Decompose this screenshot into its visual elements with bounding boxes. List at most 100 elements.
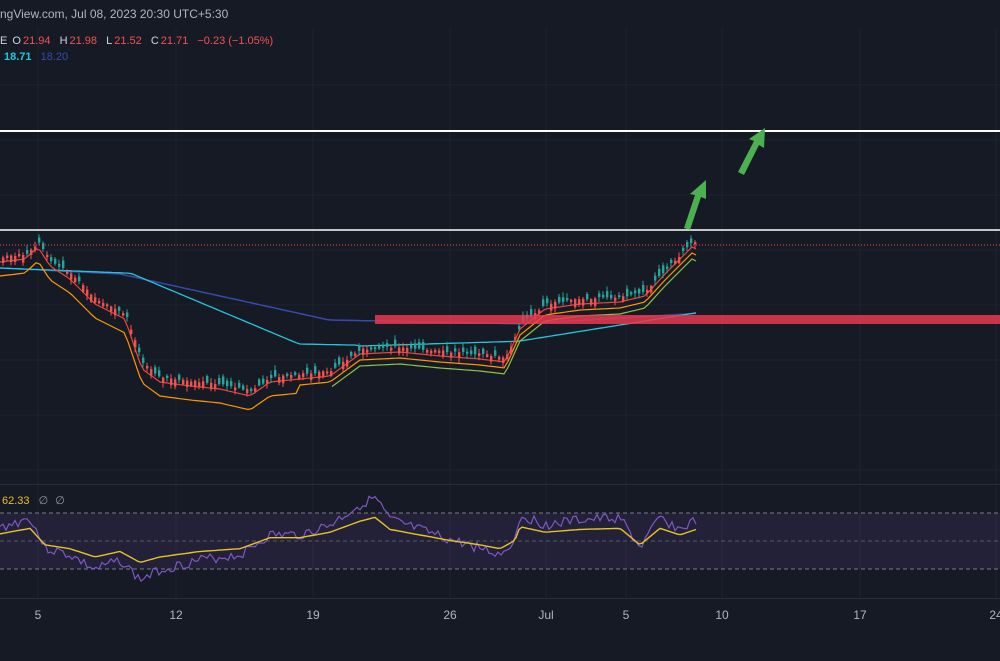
candle-body <box>414 343 417 349</box>
candle-body <box>46 254 49 258</box>
candle-body <box>206 376 209 383</box>
candle-body <box>490 356 493 362</box>
candle-body <box>586 294 589 300</box>
candle-body <box>234 387 237 391</box>
candle-body <box>390 347 393 351</box>
candle-body <box>322 371 325 376</box>
x-tick: 17 <box>853 608 867 622</box>
candle-body <box>134 340 137 348</box>
candle-body <box>462 347 465 352</box>
candle-body <box>514 337 517 340</box>
candle-body <box>246 389 249 394</box>
candle-body <box>58 263 61 267</box>
candle-body <box>30 249 33 255</box>
candle-body <box>558 296 561 303</box>
ohlc-legend: E O 21.94 H 21.98 L 21.52 C 21.71 −0.23 (−1.… <box>0 35 279 47</box>
candle-body <box>670 259 673 263</box>
candle-body <box>618 295 621 298</box>
candle-body <box>574 299 577 307</box>
candle-body <box>622 296 625 302</box>
candle-body <box>422 342 425 350</box>
candle-body <box>366 349 369 353</box>
candle-body <box>362 348 365 355</box>
candle-body <box>274 370 277 377</box>
candle-body <box>518 326 521 329</box>
close-value: 21.71 <box>160 35 189 47</box>
candle-body <box>194 380 197 388</box>
rsi-legend: 62.33 ∅ ∅ <box>2 494 65 507</box>
up-arrow <box>684 180 706 230</box>
candle-body <box>350 352 353 357</box>
candle-body <box>358 345 361 351</box>
trail-stop-line <box>331 258 697 387</box>
candle-body <box>54 259 57 264</box>
candle-body <box>474 346 477 355</box>
rsi-extra-1: ∅ <box>38 495 49 507</box>
candle-body <box>478 353 481 356</box>
candle-body <box>270 375 273 378</box>
candle-body <box>314 366 317 374</box>
candle-body <box>162 377 165 383</box>
open-value: 21.94 <box>22 35 51 47</box>
indicator-value-1: 18.71 <box>4 51 32 63</box>
candle-body <box>78 276 81 282</box>
candle-body <box>642 285 645 292</box>
candle-body <box>278 377 281 383</box>
candle-body <box>170 378 173 386</box>
candle-body <box>166 375 169 378</box>
candle-body <box>578 299 581 305</box>
candle-body <box>638 289 641 294</box>
candle-body <box>222 376 225 385</box>
candle-body <box>650 285 653 293</box>
candle-body <box>90 294 93 302</box>
candle-body <box>426 349 429 353</box>
candle-body <box>430 350 433 354</box>
candle-body <box>370 347 373 350</box>
rsi-value: 62.33 <box>2 495 30 507</box>
candle-body <box>590 299 593 305</box>
up-arrow <box>738 128 765 175</box>
candle-body <box>386 343 389 347</box>
candle-body <box>310 373 313 381</box>
candle-body <box>450 352 453 358</box>
candle-body <box>402 347 405 352</box>
candle-body <box>254 388 257 392</box>
change-value: −0.23 (−1.05%) <box>197 35 274 47</box>
candle-body <box>42 243 45 249</box>
rsi-extra-2: ∅ <box>55 495 65 507</box>
candle-body <box>470 350 473 355</box>
candle-body <box>226 380 229 387</box>
candle-body <box>598 293 601 298</box>
candle-body <box>626 288 629 297</box>
candle-body <box>542 299 545 306</box>
candle-body <box>374 347 377 350</box>
candle-body <box>98 300 101 304</box>
candle-body <box>690 238 693 244</box>
candle-body <box>318 371 321 379</box>
candle-body <box>22 255 25 263</box>
candle-body <box>354 353 357 356</box>
x-tick: 12 <box>169 608 183 622</box>
candle-body <box>94 297 97 303</box>
candle-body <box>606 291 609 298</box>
x-tick: 5 <box>34 608 42 622</box>
candle-body <box>26 250 29 254</box>
candle-body <box>186 380 189 387</box>
candle-body <box>2 257 5 263</box>
candle-body <box>198 382 201 387</box>
candle-body <box>102 302 105 307</box>
rsi-ma-line <box>0 516 697 563</box>
candle-body <box>330 371 333 377</box>
time-axis[interactable]: 5 12 19 26 Jul 5 10 17 24 <box>0 598 1000 661</box>
pane-separator[interactable] <box>0 484 1000 485</box>
candle-body <box>302 373 305 378</box>
top-bar: ngView.com, Jul 08, 2023 20:30 UTC+5:30 <box>0 0 1000 28</box>
candle-body <box>494 350 497 356</box>
candle-body <box>182 379 185 385</box>
candle-body <box>582 298 585 306</box>
candle-body <box>334 363 337 368</box>
candle-body <box>286 373 289 376</box>
source-timestamp: ngView.com, Jul 08, 2023 20:30 UTC+5:30 <box>0 7 229 21</box>
